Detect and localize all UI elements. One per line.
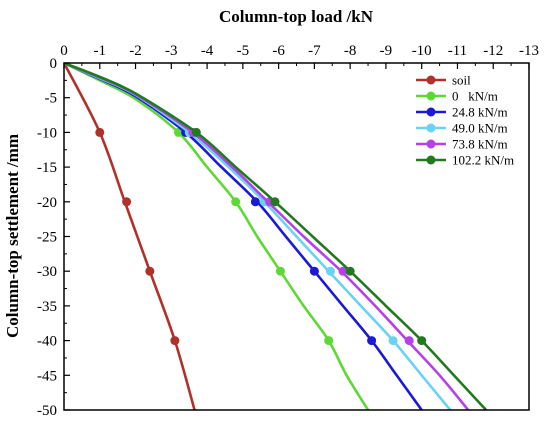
series-point bbox=[122, 197, 132, 207]
legend-swatch-marker bbox=[426, 75, 436, 85]
legend-swatch-marker bbox=[426, 155, 436, 165]
series-point bbox=[325, 266, 335, 276]
x-tick-label: -13 bbox=[519, 43, 539, 59]
legend-item: soil bbox=[416, 73, 471, 88]
series-point bbox=[367, 336, 377, 346]
x-tick-label: -1 bbox=[94, 43, 107, 59]
series-point bbox=[345, 266, 355, 276]
x-axis-title: Column-top load /kN bbox=[219, 7, 374, 26]
y-tick-label: -50 bbox=[37, 403, 57, 419]
series-0 bbox=[64, 63, 196, 410]
legend-label: 24.8 kN/m bbox=[452, 105, 508, 120]
y-tick-label: -30 bbox=[37, 264, 57, 280]
legend-item: 73.8 kN/m bbox=[416, 137, 508, 152]
y-tick-label: -45 bbox=[37, 368, 57, 384]
legend-label: 0 kN/m bbox=[452, 89, 498, 104]
legend-label: 102.2 kN/m bbox=[452, 153, 514, 168]
x-tick-label: -5 bbox=[237, 43, 250, 59]
legend-item: 102.2 kN/m bbox=[416, 153, 514, 168]
series-point bbox=[309, 266, 319, 276]
x-tick-label: -11 bbox=[448, 43, 467, 59]
legend-label: 73.8 kN/m bbox=[452, 137, 508, 152]
y-tick-label: -15 bbox=[37, 160, 57, 176]
x-tick-label: -6 bbox=[272, 43, 285, 59]
y-tick-label: -20 bbox=[37, 195, 57, 211]
y-tick-label: -35 bbox=[37, 299, 57, 315]
plot-series bbox=[64, 63, 488, 410]
y-tick-label: -5 bbox=[45, 91, 58, 107]
legend-item: 0 kN/m bbox=[416, 89, 498, 104]
legend-swatch-marker bbox=[426, 139, 436, 149]
series-line bbox=[64, 63, 423, 410]
y-tick-label: 0 bbox=[50, 56, 58, 72]
series-point bbox=[338, 266, 348, 276]
x-tick-label: -12 bbox=[483, 43, 503, 59]
series-point bbox=[388, 336, 398, 346]
x-axis-ticks: 0 -1 -2 -3 -4 -5 -6 -7 -8 -9 -10 -11 -12 -13 bbox=[60, 43, 539, 69]
series-point bbox=[173, 127, 183, 137]
x-tick-label: -3 bbox=[165, 43, 178, 59]
y-tick-label: -25 bbox=[37, 230, 57, 246]
series-point bbox=[250, 197, 260, 207]
x-tick-label: -10 bbox=[412, 43, 432, 59]
series-point bbox=[270, 197, 280, 207]
series-point bbox=[231, 197, 241, 207]
x-tick-label: -2 bbox=[129, 43, 142, 59]
y-tick-label: -40 bbox=[37, 334, 57, 350]
y-axis-ticks: 0 -5 -10 -15 -20 -25 -30 -35 -40 -45 -50 bbox=[37, 56, 70, 419]
legend-swatch-marker bbox=[426, 91, 436, 101]
series-point bbox=[170, 336, 180, 346]
series-point bbox=[191, 127, 201, 137]
series-2 bbox=[64, 63, 423, 410]
legend-label: 49.0 kN/m bbox=[452, 121, 508, 136]
y-tick-label: -10 bbox=[37, 125, 57, 141]
series-point bbox=[145, 266, 155, 276]
series-5 bbox=[64, 63, 488, 410]
series-line bbox=[64, 63, 370, 410]
series-point bbox=[417, 336, 427, 346]
x-tick-label: -8 bbox=[344, 43, 357, 59]
series-1 bbox=[64, 63, 370, 410]
x-tick-label: 0 bbox=[60, 43, 68, 59]
x-tick-label: -7 bbox=[308, 43, 321, 59]
series-point bbox=[324, 336, 334, 346]
series-line bbox=[64, 63, 196, 410]
legend-swatch-marker bbox=[426, 123, 436, 133]
legend-item: 49.0 kN/m bbox=[416, 121, 508, 136]
legend-item: 24.8 kN/m bbox=[416, 105, 508, 120]
series-point bbox=[275, 266, 285, 276]
plot-frame bbox=[63, 62, 530, 411]
series-point bbox=[95, 127, 105, 137]
legend-label: soil bbox=[452, 73, 471, 88]
series-point bbox=[404, 336, 414, 346]
x-tick-label: -9 bbox=[380, 43, 393, 59]
y-axis-title: Column-top settlement /mm bbox=[3, 134, 22, 338]
x-tick-label: -4 bbox=[201, 43, 214, 59]
legend-swatch-marker bbox=[426, 107, 436, 117]
